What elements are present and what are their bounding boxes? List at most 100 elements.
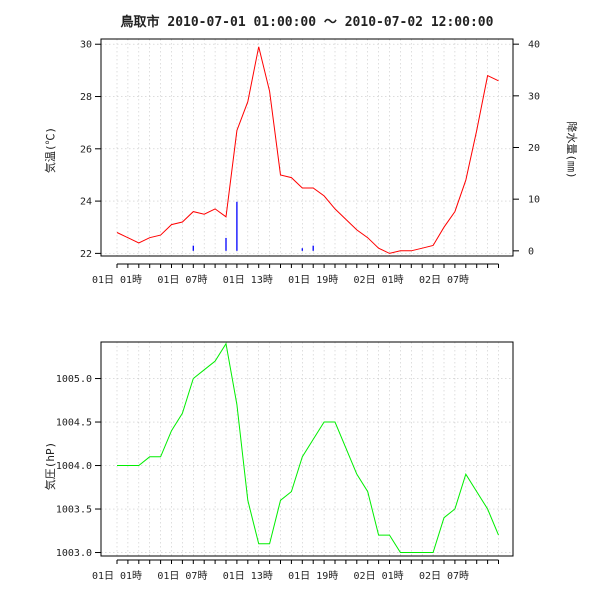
x-tick-label: 01日 13時 [223, 570, 273, 582]
pressure-line [117, 342, 499, 553]
x-tick-label: 02日 07時 [419, 570, 469, 582]
data-point [148, 236, 151, 239]
x-tick-label: 02日 07時 [419, 274, 469, 286]
data-point [388, 252, 391, 255]
data-point [203, 368, 206, 371]
y-tick-label: 1005.0 [56, 374, 92, 385]
y-tick-label: 1003.0 [56, 548, 92, 559]
x-tick-label: 01日 07時 [157, 570, 207, 582]
data-point [377, 534, 380, 537]
pressure-y-axis: 1003.0 1003.5 1004.0 1004.5 1005.0 [56, 374, 102, 559]
y-tick-label: 22 [80, 249, 92, 260]
temperature-axis-label: 気温(℃) [43, 127, 57, 173]
data-point [235, 129, 238, 132]
y2-tick-label: 40 [528, 40, 540, 51]
data-point [246, 499, 249, 502]
data-point [192, 210, 195, 213]
data-point [170, 429, 173, 432]
data-point [344, 218, 347, 221]
data-point [126, 464, 129, 467]
x-tick-label: 01日 07時 [157, 274, 207, 286]
data-point [290, 176, 293, 179]
data-point [192, 377, 195, 380]
data-point [377, 247, 380, 250]
x-tick-label: 02日 01時 [354, 274, 404, 286]
data-point [421, 247, 424, 250]
data-point [486, 74, 489, 77]
data-point [355, 473, 358, 476]
data-point [475, 490, 478, 493]
data-point [333, 207, 336, 210]
data-point [301, 455, 304, 458]
data-point [268, 542, 271, 545]
data-point [366, 490, 369, 493]
pressure-x-axis: 01日 01時 01日 07時 01日 13時 01日 19時 02日 01時 02日 0… [92, 559, 499, 582]
chart-title: 鳥取市 2010-07-01 01:00:00 〜 2010-07-02 12:… [121, 14, 494, 30]
data-point [115, 464, 118, 467]
precipitation-axis-label: 降水量(㎜) [565, 121, 579, 178]
data-point [442, 226, 445, 229]
temperature-grid [101, 39, 513, 256]
temperature-y-axis: 22 24 26 28 30 [80, 40, 102, 260]
data-point [224, 215, 227, 218]
data-point [399, 551, 402, 554]
data-point [148, 455, 151, 458]
data-point [301, 186, 304, 189]
x-tick-label: 02日 01時 [354, 570, 404, 582]
data-point [453, 507, 456, 510]
data-point [159, 455, 162, 458]
data-point [323, 420, 326, 423]
temperature-panel: 22 24 26 28 30 0 10 20 30 40 01日 01時 01日 07時 01日 1… [43, 38, 579, 286]
data-point [137, 241, 140, 244]
temperature-x-axis: 01日 01時 01日 07時 01日 13時 01日 19時 02日 01時 02日 0… [92, 263, 499, 286]
data-point [181, 412, 184, 415]
data-point [486, 507, 489, 510]
data-point [366, 236, 369, 239]
y2-tick-label: 20 [528, 143, 540, 154]
data-point [181, 220, 184, 223]
data-point [475, 129, 478, 132]
data-point [453, 210, 456, 213]
x-tick-label: 01日 19時 [288, 274, 338, 286]
data-point [432, 244, 435, 247]
x-tick-label: 01日 01時 [92, 570, 142, 582]
pressure-grid [101, 342, 513, 556]
y2-tick-label: 0 [528, 246, 534, 257]
y-tick-label: 30 [80, 40, 92, 51]
data-point [344, 447, 347, 450]
y-tick-label: 24 [80, 197, 92, 208]
data-point [410, 249, 413, 252]
data-point [421, 551, 424, 554]
data-point [115, 231, 118, 234]
data-point [279, 499, 282, 502]
data-point [257, 542, 260, 545]
temperature-line [116, 46, 499, 254]
data-point [312, 438, 315, 441]
temperature-plot-frame [100, 38, 514, 257]
data-point [442, 516, 445, 519]
precipitation-bars [192, 201, 314, 251]
data-point [159, 233, 162, 236]
y-tick-label: 1003.5 [56, 505, 92, 516]
data-point [312, 186, 315, 189]
y-tick-label: 1004.5 [56, 418, 92, 429]
pressure-panel: 1003.0 1003.5 1004.0 1004.5 1005.0 01日 01時 01… [43, 341, 514, 582]
precipitation-y-axis: 0 10 20 30 40 [512, 40, 540, 257]
y-tick-label: 1004.0 [56, 461, 92, 472]
data-point [137, 464, 140, 467]
data-point [268, 90, 271, 93]
data-point [464, 179, 467, 182]
pressure-axis-label: 気圧(hP) [43, 442, 57, 491]
data-point [170, 223, 173, 226]
data-point [333, 420, 336, 423]
y2-tick-label: 10 [528, 195, 540, 206]
data-point [246, 100, 249, 103]
data-point [126, 236, 129, 239]
data-point [464, 473, 467, 476]
y-tick-label: 26 [80, 144, 92, 155]
data-point [257, 45, 260, 48]
data-point [224, 342, 227, 345]
data-point [214, 360, 217, 363]
x-tick-label: 01日 01時 [92, 274, 142, 286]
data-point [214, 207, 217, 210]
